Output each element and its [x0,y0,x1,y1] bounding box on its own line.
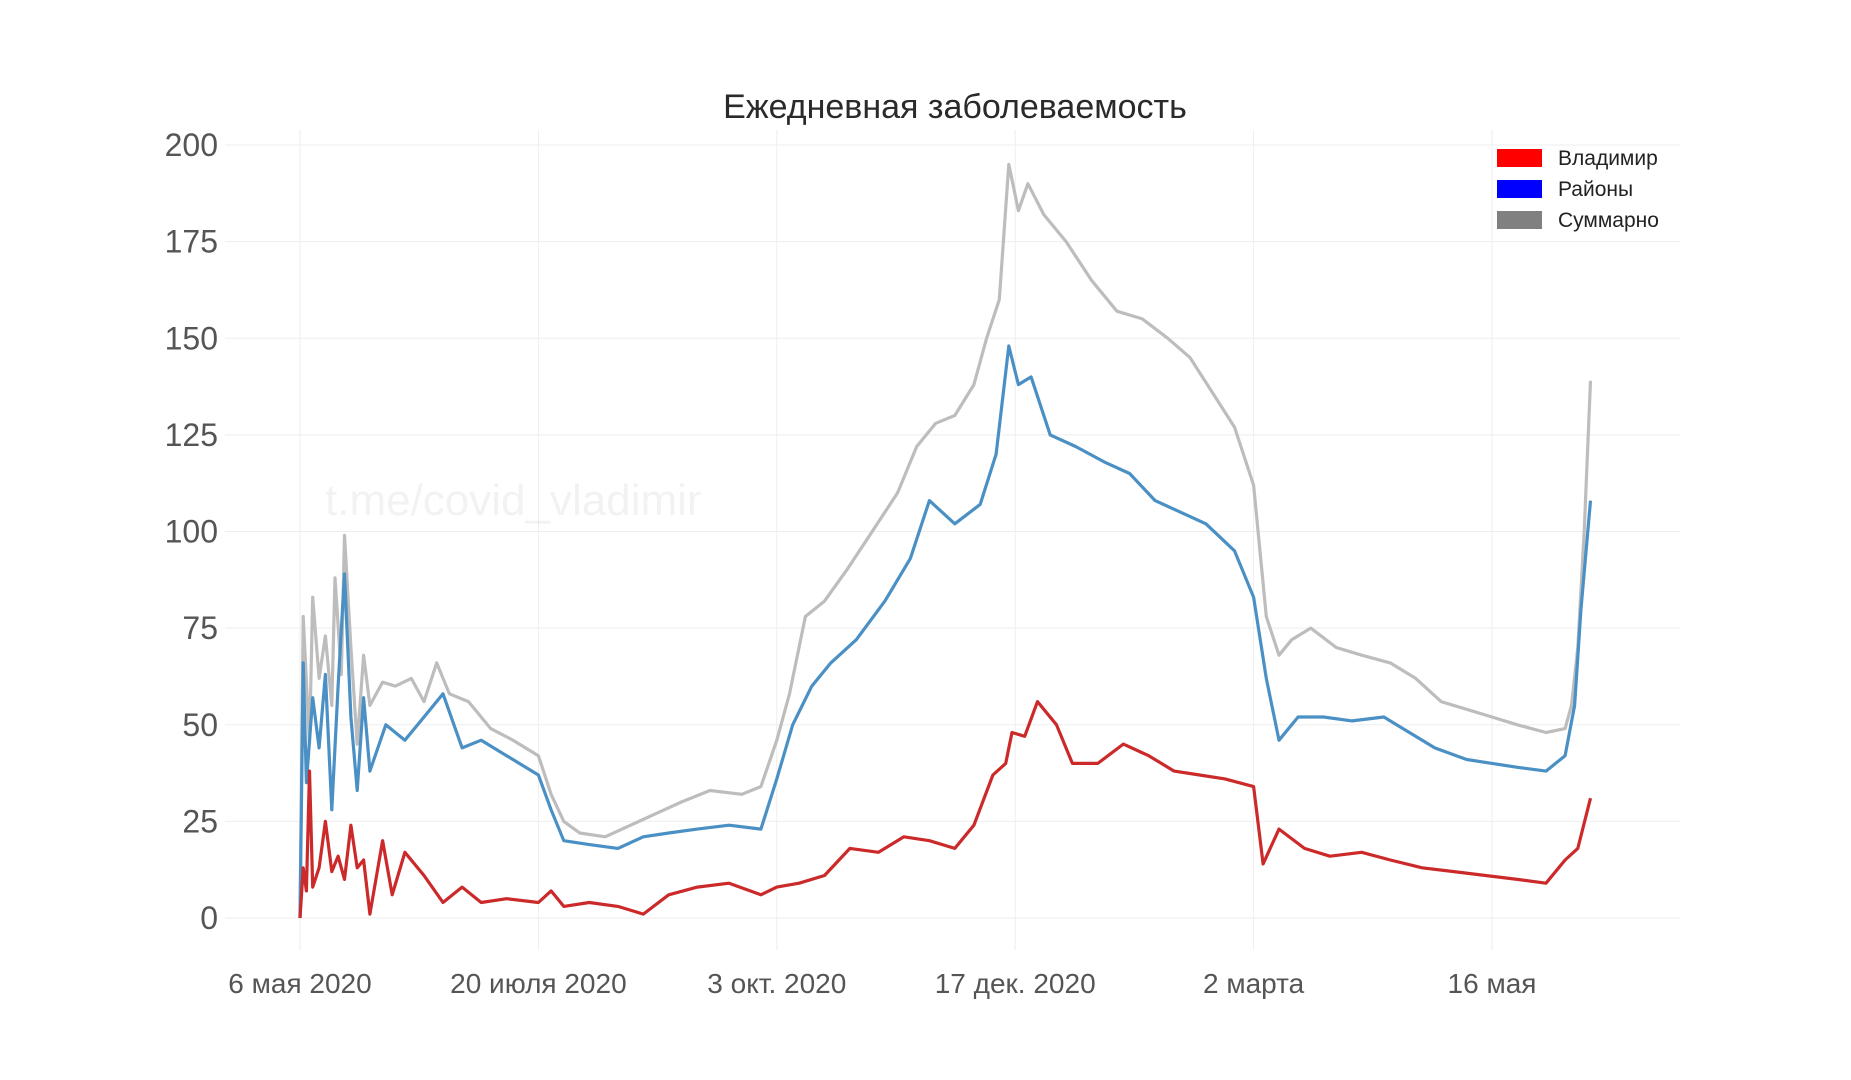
y-tick-label: 175 [165,224,218,260]
legend-swatch [1497,180,1542,198]
chart-title: Ежедневная заболеваемость [723,88,1187,126]
y-tick-label: 75 [182,610,218,646]
series-line-Владимир [298,700,1593,919]
x-tick-label: 16 мая [1448,968,1537,999]
legend: Владимир Районы Суммарно [1497,147,1659,232]
x-tick-label: 2 марта [1203,968,1305,999]
y-tick-label: 150 [165,320,218,356]
watermark: t.me/covid_vladimir [325,476,702,525]
series-layer [298,162,1593,919]
tick-layer: 0 25 50 75 100 125 150 175 200 6 мая 2020 20 июля … [165,127,1537,999]
x-tick-label: 20 июля 2020 [450,968,627,999]
grid-layer [225,130,1680,950]
y-tick-label: 200 [165,127,218,163]
legend-label: Владимир [1558,147,1658,170]
y-tick-label: 100 [165,514,218,550]
x-tick-label: 3 окт. 2020 [707,968,846,999]
series-line-Суммарно [298,162,1593,919]
legend-swatch [1497,149,1542,167]
x-tick-label: 17 дек. 2020 [935,968,1096,999]
y-tick-label: 0 [200,900,218,936]
y-tick-label: 125 [165,417,218,453]
legend-label: Суммарно [1558,209,1659,232]
x-tick-label: 6 мая 2020 [228,968,371,999]
y-tick-label: 25 [182,803,218,839]
legend-swatch [1497,211,1542,229]
legend-label: Районы [1558,178,1633,201]
y-tick-label: 50 [182,707,218,743]
series-line-Районы [298,344,1593,919]
